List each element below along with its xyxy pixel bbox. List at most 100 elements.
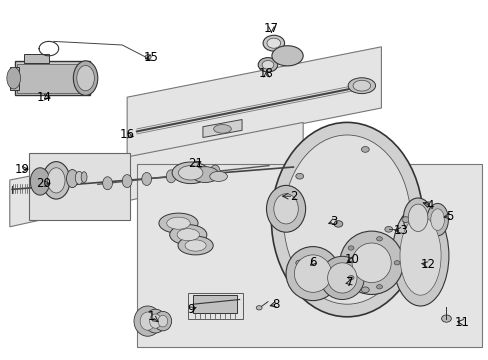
Ellipse shape	[177, 229, 199, 241]
Text: 3: 3	[329, 215, 337, 228]
Circle shape	[145, 55, 151, 59]
Circle shape	[361, 147, 368, 152]
Ellipse shape	[7, 67, 20, 89]
Ellipse shape	[327, 263, 356, 293]
Circle shape	[333, 221, 342, 227]
Ellipse shape	[77, 66, 94, 91]
Bar	[17, 64, 88, 93]
Text: 5: 5	[445, 210, 453, 222]
Text: 16: 16	[120, 129, 134, 141]
Text: 8: 8	[272, 298, 280, 311]
Text: 1: 1	[147, 310, 155, 323]
Ellipse shape	[213, 125, 231, 133]
Circle shape	[376, 285, 382, 289]
Text: 21: 21	[188, 157, 203, 170]
Ellipse shape	[140, 312, 155, 330]
Ellipse shape	[209, 171, 227, 181]
Ellipse shape	[144, 309, 166, 333]
Text: 17: 17	[264, 22, 278, 35]
Circle shape	[393, 261, 399, 265]
Ellipse shape	[169, 225, 206, 245]
Circle shape	[441, 315, 450, 322]
Ellipse shape	[263, 35, 284, 51]
Ellipse shape	[75, 171, 83, 184]
Ellipse shape	[351, 243, 390, 283]
Bar	[10, 67, 19, 90]
Ellipse shape	[283, 135, 410, 304]
Bar	[29, 153, 129, 220]
Bar	[24, 54, 49, 63]
Text: 19: 19	[15, 163, 29, 176]
Ellipse shape	[158, 315, 167, 327]
Polygon shape	[203, 120, 242, 138]
Ellipse shape	[320, 256, 364, 300]
Ellipse shape	[102, 177, 112, 190]
Bar	[15, 61, 90, 95]
Text: 13: 13	[393, 224, 407, 237]
Text: 2: 2	[289, 190, 297, 203]
Ellipse shape	[172, 162, 209, 184]
Text: 12: 12	[420, 258, 434, 271]
Bar	[193, 295, 237, 313]
Text: 4: 4	[426, 199, 433, 212]
Ellipse shape	[352, 80, 370, 91]
Polygon shape	[10, 122, 303, 227]
Ellipse shape	[47, 168, 65, 193]
Bar	[137, 164, 481, 347]
Text: 9: 9	[186, 303, 194, 316]
Ellipse shape	[271, 122, 422, 317]
Ellipse shape	[190, 167, 200, 180]
Ellipse shape	[285, 247, 339, 301]
Bar	[188, 293, 243, 319]
Ellipse shape	[184, 240, 206, 251]
Ellipse shape	[273, 194, 298, 224]
Ellipse shape	[191, 167, 219, 183]
Ellipse shape	[258, 58, 277, 72]
Ellipse shape	[166, 170, 176, 183]
Circle shape	[256, 306, 262, 310]
Ellipse shape	[122, 175, 132, 188]
Ellipse shape	[262, 60, 273, 69]
Circle shape	[347, 275, 353, 280]
Text: 10: 10	[344, 253, 359, 266]
Ellipse shape	[407, 204, 427, 231]
Ellipse shape	[294, 255, 331, 292]
Ellipse shape	[266, 38, 280, 48]
Ellipse shape	[154, 311, 171, 331]
Circle shape	[401, 217, 409, 222]
Ellipse shape	[66, 170, 78, 188]
Circle shape	[376, 237, 382, 241]
Text: 20: 20	[37, 177, 51, 190]
Ellipse shape	[403, 198, 432, 238]
Ellipse shape	[426, 203, 447, 236]
Ellipse shape	[142, 172, 151, 185]
Text: 11: 11	[454, 316, 468, 329]
Circle shape	[295, 260, 303, 266]
Text: 6: 6	[308, 256, 316, 269]
Ellipse shape	[339, 231, 403, 294]
Ellipse shape	[30, 168, 50, 195]
Ellipse shape	[73, 61, 98, 95]
Ellipse shape	[149, 314, 161, 328]
Text: 18: 18	[259, 67, 273, 80]
Ellipse shape	[399, 216, 440, 295]
Ellipse shape	[271, 46, 303, 66]
Ellipse shape	[159, 213, 198, 233]
Ellipse shape	[42, 162, 70, 199]
Ellipse shape	[178, 236, 213, 255]
Ellipse shape	[134, 306, 161, 336]
Circle shape	[384, 226, 392, 232]
Text: 7: 7	[345, 276, 353, 289]
Ellipse shape	[266, 185, 305, 232]
Text: 14: 14	[37, 91, 51, 104]
Ellipse shape	[178, 166, 203, 180]
Ellipse shape	[81, 172, 87, 183]
Ellipse shape	[430, 209, 444, 230]
Polygon shape	[127, 47, 381, 158]
Ellipse shape	[391, 205, 448, 306]
Circle shape	[361, 287, 368, 293]
Circle shape	[347, 246, 353, 250]
Circle shape	[295, 174, 303, 179]
Ellipse shape	[210, 165, 220, 178]
Ellipse shape	[347, 78, 375, 94]
